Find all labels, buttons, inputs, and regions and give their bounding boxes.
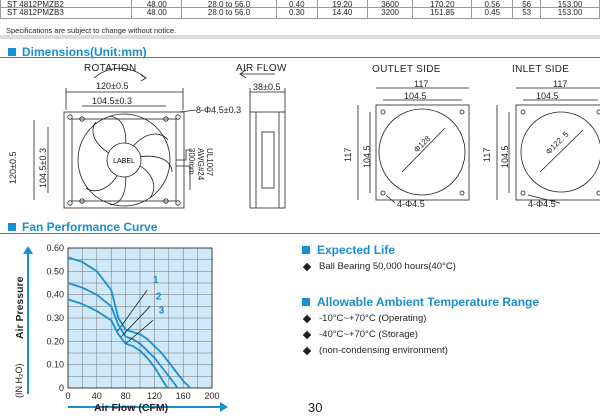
list-item: Ball Bearing 50,000 hours(40°C)	[302, 261, 456, 272]
spec-table: ST 4812PMZB2 48.00 28.0 to 56.0 0.40 19.…	[0, 0, 600, 19]
chart-xlabel: Air Flow (CFM)	[94, 402, 169, 414]
x-tick-label: 40	[92, 391, 102, 401]
x-tick-label: 80	[121, 391, 131, 401]
dimensions-title: Dimensions(Unit:mm)	[22, 45, 147, 59]
performance-title: Fan Performance Curve	[22, 220, 158, 234]
outlet-dim-top-inner: 104.5	[404, 91, 427, 101]
list-item: -10°C~+70°C (Operating)	[302, 313, 427, 324]
performance-header: Fan Performance Curve	[8, 220, 157, 234]
temp-range-title: Allowable Ambient Temperature Range	[317, 295, 540, 309]
model-cell: ST 4812PMZB3	[0, 6, 133, 19]
inlet-dim-holes: 4-Φ4.5	[528, 199, 556, 209]
outlet-dim-left-outer: 117	[343, 147, 353, 162]
temp-range-item: -40°C~+70°C (Storage)	[319, 329, 418, 340]
series-label: 3	[159, 305, 165, 316]
section-square-icon	[302, 246, 310, 254]
y-arrow-head	[23, 246, 33, 254]
x-arrow-head	[220, 402, 228, 412]
temp-range-item: -10°C~+70°C (Operating)	[319, 313, 427, 324]
y-tick-label: 0.30	[46, 313, 64, 323]
temp-range-header: Allowable Ambient Temperature Range	[302, 295, 539, 309]
rotation-label: ROTATION	[84, 63, 137, 74]
chart-ylabel-unit: (IN H₂O)	[14, 363, 24, 399]
diamond-bullet-icon	[302, 330, 312, 339]
range-cell: 28.0 to 56.0	[181, 6, 277, 19]
page-number: 30	[308, 400, 323, 415]
outlet-dim-top-outer: 117	[414, 79, 429, 89]
y-tick-label: 0.40	[46, 290, 64, 300]
voltage-cell: 48.00	[131, 6, 183, 19]
outlet-label: OUTLET SIDE	[372, 64, 441, 75]
rotation-arrow	[93, 68, 147, 79]
series-pointer	[120, 306, 151, 337]
diamond-bullet-icon	[302, 262, 312, 271]
weight-cell: 153.00	[540, 6, 600, 19]
inlet-dim-left-outer: 117	[482, 147, 492, 162]
inlet-frame	[515, 104, 600, 201]
pressure-cell: 0.45	[471, 6, 514, 19]
series-line-1	[67, 256, 192, 389]
inlet-dim-top-inner: 104.5	[536, 91, 559, 101]
x-tick-label: 160	[176, 391, 191, 401]
outlet-dim-left-inner: 104.5	[362, 145, 372, 168]
series-pointer	[125, 320, 154, 344]
front-dim-top-outer: 120±0.5	[96, 81, 129, 91]
series-pointer	[116, 289, 148, 333]
fan-side	[249, 111, 286, 209]
x-tick-label: 120	[147, 391, 162, 401]
front-dim-left-outer: 120±0.5	[8, 151, 18, 184]
spec-note: Specifications are subject to change wit…	[6, 26, 177, 35]
list-item: -40°C~+70°C (Storage)	[302, 329, 418, 340]
plot-frame	[67, 247, 213, 389]
outlet-dim-holes: 4-Φ4.5	[397, 199, 425, 209]
section-square-icon	[8, 223, 16, 231]
expected-life-header: Expected Life	[302, 243, 395, 257]
list-item: (non-condensing environment)	[302, 345, 448, 356]
diamond-bullet-icon	[302, 314, 312, 323]
series-label: 1	[153, 275, 159, 286]
front-view-drawing: LABEL	[33, 68, 600, 209]
section-rule	[0, 57, 600, 59]
current-cell: 0.30	[275, 6, 318, 19]
inlet-label: INLET SIDE	[512, 64, 570, 75]
dimensions-header: Dimensions(Unit:mm)	[8, 45, 147, 59]
inlet-dim-left-inner: 104.5	[500, 145, 510, 168]
temp-range-item: (non-condensing environment)	[319, 345, 448, 356]
expected-life-title: Expected Life	[317, 243, 396, 257]
series-line-2	[67, 282, 179, 389]
divider	[0, 35, 600, 39]
front-dim-left-inner: 104.5±0.3	[38, 148, 48, 188]
table-row: ST 4812PMZB3 48.00 28.0 to 56.0 0.30 14.…	[0, 6, 600, 19]
airflow-cell: 151.85	[412, 6, 473, 19]
front-dim-hole: 8-Φ4.5±0.3	[196, 105, 242, 115]
y-tick-label: 0.60	[46, 243, 64, 253]
wire-spec: UL1007 AWG#24 300mm	[187, 148, 214, 181]
section-square-icon	[302, 298, 310, 306]
front-dim-top-inner: 104.5±0.3	[92, 96, 132, 106]
inlet-dim-top-outer: 117	[553, 79, 568, 89]
outlet-frame	[375, 104, 470, 201]
hub-label: LABEL	[113, 158, 135, 165]
series-label: 2	[156, 291, 162, 302]
x-tick-label: 0	[65, 391, 70, 401]
airflow-label: AIR FLOW	[236, 63, 287, 74]
section-square-icon	[8, 48, 16, 56]
expected-life-item: Ball Bearing 50,000 hours(40°C)	[319, 261, 456, 272]
chart-ylabel: Air Pressure	[14, 276, 26, 339]
power-cell: 14.40	[316, 6, 368, 19]
performance-chart: 0 40 80 120 160 200 0 0.10 0.20 0.30 0.40 0.50 0.60 1…	[23, 243, 228, 412]
side-dim-depth: 38±0.5	[253, 82, 281, 92]
x-tick-label: 200	[204, 391, 219, 401]
diamond-bullet-icon	[302, 346, 312, 355]
y-tick-label: 0.10	[46, 360, 64, 370]
y-tick-label: 0.20	[46, 336, 64, 346]
y-tick-label: 0.50	[46, 266, 64, 276]
y-tick-label: 0	[59, 383, 64, 393]
section-rule	[0, 233, 600, 235]
series-line-3	[67, 298, 169, 389]
